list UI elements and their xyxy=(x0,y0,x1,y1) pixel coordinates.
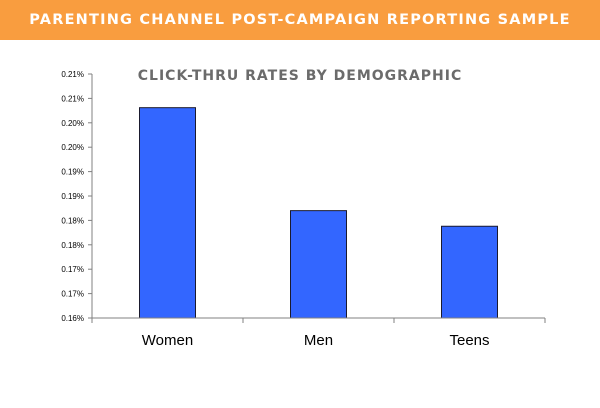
bars-group xyxy=(139,107,498,319)
y-tick-label: 0.21% xyxy=(61,70,84,79)
y-tick-label: 0.21% xyxy=(61,94,84,103)
y-tick-label: 0.18% xyxy=(61,241,84,250)
bar xyxy=(139,107,196,319)
x-category-label: Women xyxy=(142,332,193,349)
x-category-label: Teens xyxy=(449,332,489,349)
y-tick-label: 0.19% xyxy=(61,168,84,177)
bar xyxy=(290,210,347,319)
y-tick-label: 0.17% xyxy=(61,265,84,274)
banner-title: PARENTING CHANNEL POST-CAMPAIGN REPORTIN… xyxy=(29,12,571,28)
y-tick-label: 0.19% xyxy=(61,192,84,201)
y-tick-label: 0.20% xyxy=(61,143,84,152)
y-tick-label: 0.20% xyxy=(61,119,84,128)
x-category-label: Men xyxy=(304,332,333,349)
y-tick-label: 0.18% xyxy=(61,216,84,225)
bar xyxy=(441,225,498,319)
banner: PARENTING CHANNEL POST-CAMPAIGN REPORTIN… xyxy=(0,0,600,40)
y-tick-label: 0.17% xyxy=(61,290,84,299)
x-axis-group: Women Men Teens xyxy=(91,317,546,349)
y-tick-label: 0.16% xyxy=(61,314,84,323)
chart-title: CLICK-THRU RATES BY DEMOGRAPHIC xyxy=(138,68,462,84)
y-axis-group: 0.16% 0.17% 0.17% 0.18% 0.18% 0.19% 0.19% 0.20%… xyxy=(61,70,93,323)
